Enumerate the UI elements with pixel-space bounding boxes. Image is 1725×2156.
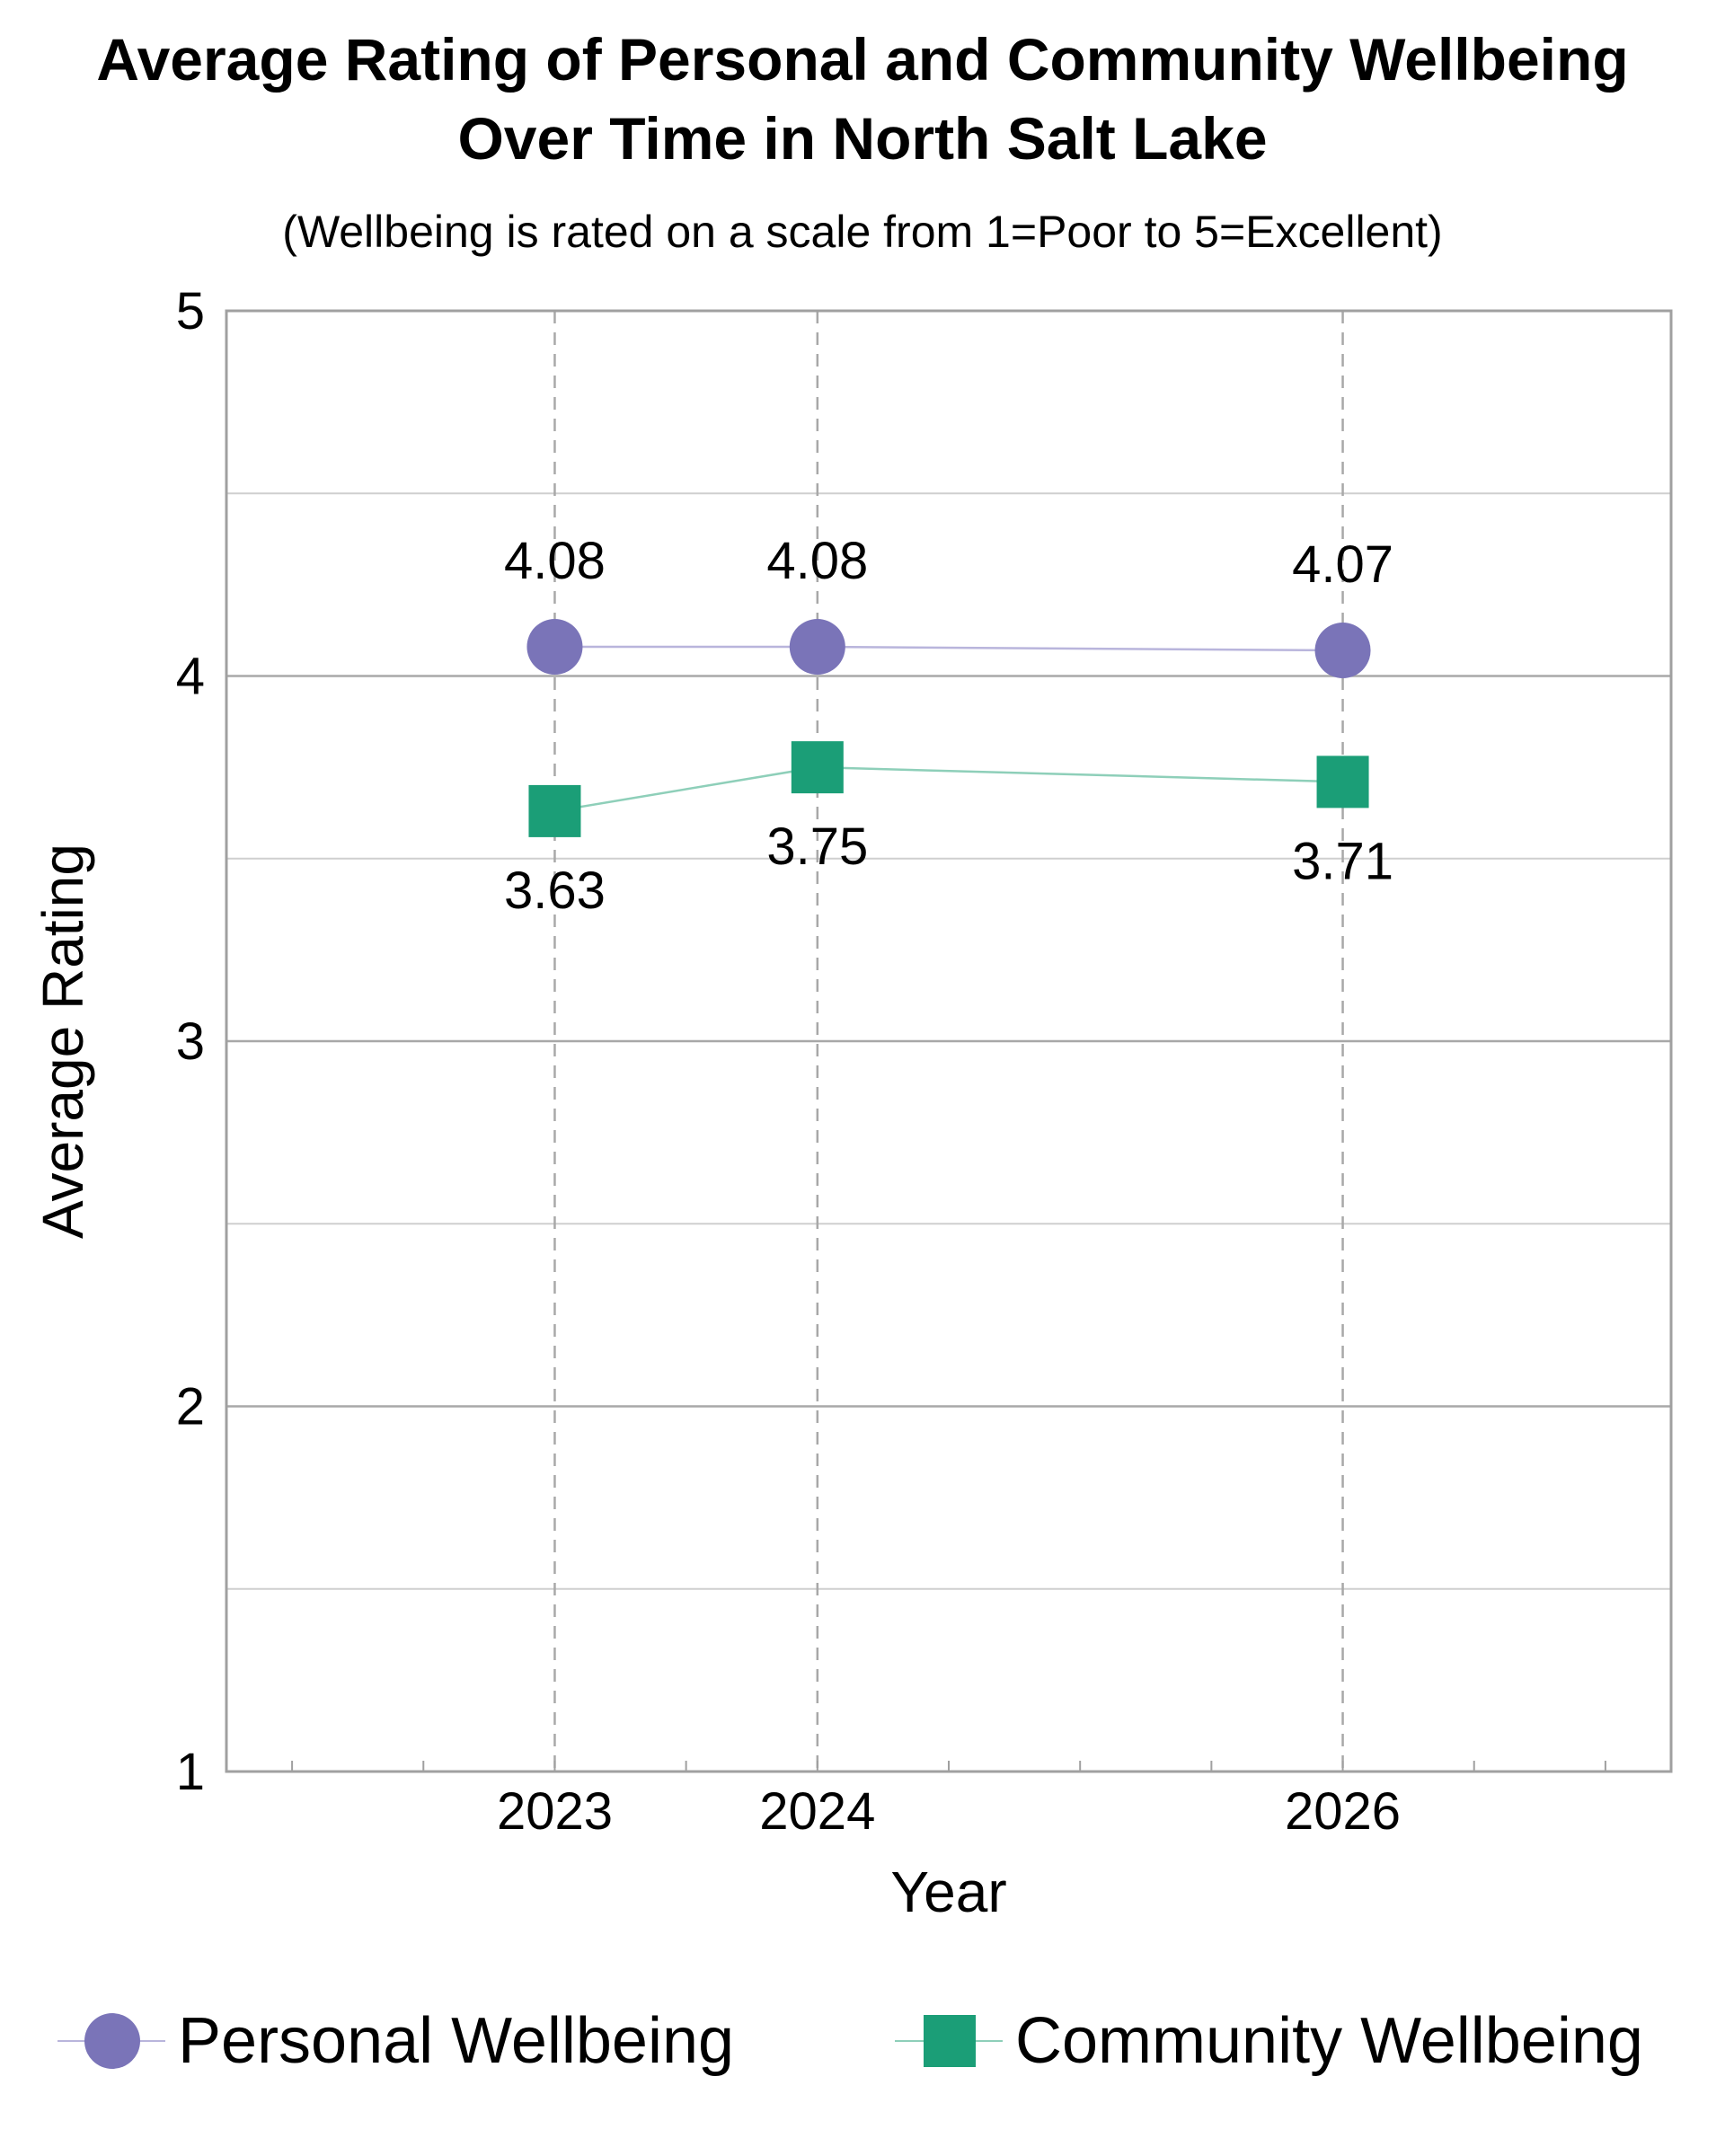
y-axis-ticks: 1 2 3 4 5 bbox=[176, 282, 205, 1801]
series-line bbox=[554, 765, 1343, 813]
legend-swatch-community bbox=[895, 1996, 1003, 2086]
legend-item-personal-wellbeing: Personal Wellbeing bbox=[58, 1996, 734, 2086]
y-tick-label: 5 bbox=[176, 282, 205, 340]
data-point-circle bbox=[526, 618, 583, 675]
data-point-square bbox=[1316, 755, 1369, 808]
data-point-square bbox=[528, 784, 581, 837]
data-label: 4.08 bbox=[766, 532, 868, 590]
chart-title-line-1: Average Rating of Personal and Community… bbox=[96, 26, 1629, 93]
data-label: 4.08 bbox=[504, 532, 606, 590]
data-point-square bbox=[791, 741, 844, 794]
data-label: 3.71 bbox=[1292, 832, 1393, 890]
legend-swatch-personal bbox=[58, 1996, 165, 2086]
data-label: 4.07 bbox=[1292, 535, 1393, 594]
y-tick-label: 3 bbox=[176, 1012, 205, 1071]
plot-frame bbox=[225, 309, 1673, 1773]
series: 4.08 4.08 4.07 3.63 3.75 3.71 bbox=[504, 532, 1393, 920]
line-chart: 1 2 3 4 5 2023 2024 2026 Year Average Rating 4… bbox=[31, 282, 1673, 1924]
series-personal: 4.08 4.08 4.07 bbox=[504, 532, 1393, 679]
x-tick-label: 2024 bbox=[759, 1782, 875, 1841]
y-tick-label: 1 bbox=[176, 1743, 205, 1801]
legend: Personal Wellbeing Community Wellbeing bbox=[0, 1996, 1725, 2086]
chart-title-line-2: Over Time in North Salt Lake bbox=[457, 105, 1268, 172]
y-tick-label: 2 bbox=[176, 1378, 205, 1436]
x-axis-ticks: 2023 2024 2026 bbox=[497, 1782, 1401, 1841]
data-point-circle bbox=[789, 618, 845, 675]
circle-marker-icon bbox=[84, 2013, 140, 2069]
legend-label-community: Community Wellbeing bbox=[1015, 2005, 1643, 2077]
series-community: 3.63 3.75 3.71 bbox=[504, 741, 1393, 920]
y-axis-title: Average Rating bbox=[31, 844, 95, 1239]
x-axis-title: Year bbox=[890, 1860, 1006, 1924]
data-label: 3.63 bbox=[504, 862, 606, 920]
data-point-circle bbox=[1314, 623, 1371, 679]
legend-item-community-wellbeing: Community Wellbeing bbox=[895, 1996, 1643, 2086]
chart-title: Average Rating of Personal and Community… bbox=[0, 20, 1725, 178]
grid bbox=[226, 311, 1671, 1772]
x-tick-label: 2023 bbox=[497, 1782, 613, 1841]
data-label: 3.75 bbox=[766, 817, 868, 876]
series-line bbox=[554, 645, 1343, 652]
chart-subtitle: (Wellbeing is rated on a scale from 1=Po… bbox=[282, 207, 1443, 257]
x-tick-label: 2026 bbox=[1285, 1782, 1401, 1841]
legend-label-personal: Personal Wellbeing bbox=[178, 2005, 735, 2077]
square-marker-icon bbox=[924, 2015, 976, 2067]
y-tick-label: 4 bbox=[176, 648, 205, 706]
